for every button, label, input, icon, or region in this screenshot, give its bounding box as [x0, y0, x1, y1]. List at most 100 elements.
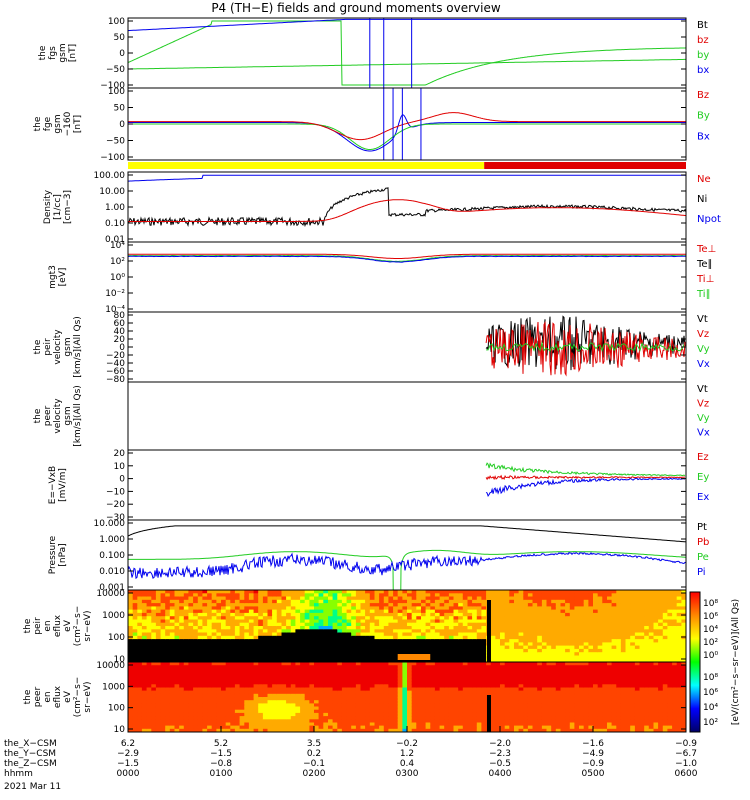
- spectrogram-cell: [346, 671, 352, 676]
- spectrogram-cell: [676, 616, 682, 621]
- spectrogram-cell: [662, 626, 669, 630]
- spectrogram-cell: [644, 626, 650, 630]
- spectrogram-cell: [416, 639, 422, 643]
- spectrogram-cell: [221, 635, 227, 640]
- spectrogram-cell: [328, 700, 334, 704]
- spectrogram-cell: [207, 626, 213, 630]
- spectrogram-cell: [276, 662, 283, 666]
- spectrogram-cell: [630, 655, 636, 660]
- spectrogram-cell: [337, 609, 343, 614]
- spectrogram-cell: [472, 603, 478, 607]
- spectrogram-cell: [197, 619, 204, 624]
- spectrogram-cell: [509, 677, 515, 682]
- spectrogram-cell: [532, 677, 538, 682]
- spectrogram-cell: [597, 645, 603, 650]
- spectrogram-cell: [141, 725, 148, 730]
- spectrogram-cell: [648, 642, 655, 647]
- spectrogram-cell: [146, 712, 152, 717]
- spectrogram-cell: [262, 616, 269, 621]
- spectrogram-cell: [258, 593, 264, 598]
- spectrogram-cell: [411, 635, 417, 640]
- spectrogram-cell: [248, 716, 255, 720]
- spectrogram-cell: [179, 728, 185, 732]
- spectrogram-cell: [430, 632, 436, 637]
- spectrogram-cell: [309, 632, 315, 637]
- spectrogram-cell: [346, 716, 352, 720]
- spectrogram-cell: [332, 635, 338, 640]
- spectrogram-cell: [225, 655, 231, 660]
- spectrogram-cell: [514, 725, 520, 730]
- spectrogram-cell: [579, 648, 585, 653]
- spectrogram-cell: [546, 648, 552, 653]
- spectrogram-cell: [425, 626, 431, 630]
- spectrogram-cell: [141, 674, 148, 679]
- spectrogram-cell: [574, 658, 580, 662]
- spectrogram-cell: [634, 639, 641, 643]
- spectrogram-cell: [314, 703, 320, 708]
- spectrogram-cell: [607, 648, 613, 653]
- spectrogram-cell: [244, 697, 250, 701]
- spectrogram-cell: [304, 706, 310, 711]
- spectrogram-cell: [309, 645, 315, 650]
- spectrogram-cell: [304, 671, 310, 676]
- spectrogram-cell: [476, 648, 483, 653]
- spectrogram-cell: [546, 728, 552, 732]
- spectrogram-cell: [402, 635, 408, 640]
- y-tick-label: 100: [108, 633, 125, 643]
- spectrogram-cell: [444, 687, 450, 692]
- spectrogram-cell: [328, 716, 334, 720]
- spectrogram-cell: [216, 690, 222, 695]
- spectrogram-cell: [602, 619, 608, 624]
- spectrogram-cell: [467, 716, 473, 720]
- spectrogram-cell: [421, 687, 427, 692]
- spectrogram-cell: [253, 665, 259, 669]
- spectrogram-cell: [439, 722, 445, 727]
- spectrogram-cell: [551, 687, 557, 692]
- spectrogram-cell: [495, 629, 501, 634]
- spectrogram-cell: [239, 606, 245, 611]
- spectrogram-cell: [374, 655, 380, 660]
- spectrogram-cell: [425, 687, 431, 692]
- spectrogram-cell: [546, 690, 552, 695]
- spectrogram-cell: [546, 684, 552, 689]
- spectrogram-cell: [481, 619, 487, 624]
- spectrogram-cell: [653, 590, 659, 594]
- plot-title: P4 (TH−E) fields and ground moments over…: [211, 1, 501, 15]
- spectrogram-cell: [183, 697, 190, 701]
- spectrogram-cell: [527, 635, 534, 640]
- spectrogram-cell: [365, 709, 371, 714]
- spectrogram-cell: [430, 703, 436, 708]
- spectrogram-cell: [132, 728, 138, 732]
- spectrogram-cell: [165, 706, 171, 711]
- spectrogram-cell: [388, 671, 394, 676]
- spectrogram-cell: [128, 652, 134, 657]
- spectrogram-cell: [639, 612, 645, 617]
- spectrogram-cell: [323, 728, 329, 732]
- spectrogram-cell: [425, 639, 431, 643]
- spectrogram-cell: [137, 671, 143, 676]
- spectrogram-cell: [602, 658, 608, 662]
- spectrogram-cell: [541, 687, 548, 692]
- spectrogram-cell: [216, 665, 222, 669]
- spectrogram-cell: [407, 690, 413, 695]
- spectrogram-cell: [411, 658, 417, 662]
- spectrogram-cell: [146, 619, 152, 624]
- spectrogram-cell: [225, 606, 231, 611]
- spectrogram-cell: [374, 665, 380, 669]
- spectrogram-cell: [509, 645, 515, 650]
- spectrogram-cell: [179, 655, 185, 660]
- spectrogram-cell: [351, 619, 357, 624]
- spectrogram-cell: [179, 599, 185, 604]
- spectrogram-cell: [346, 652, 352, 657]
- spectrogram-cell: [290, 616, 297, 621]
- spectrogram-cell: [169, 674, 176, 679]
- spectrogram-cell: [188, 703, 194, 708]
- spectrogram-cell: [611, 616, 617, 621]
- spectrogram-cell: [248, 671, 255, 676]
- spectrogram-cell: [504, 612, 510, 617]
- spectrogram-cell: [407, 622, 413, 627]
- spectrogram-cell: [365, 655, 371, 660]
- spectrogram-cell: [532, 658, 538, 662]
- spectrogram-cell: [425, 690, 431, 695]
- spectrogram-cell: [639, 648, 645, 653]
